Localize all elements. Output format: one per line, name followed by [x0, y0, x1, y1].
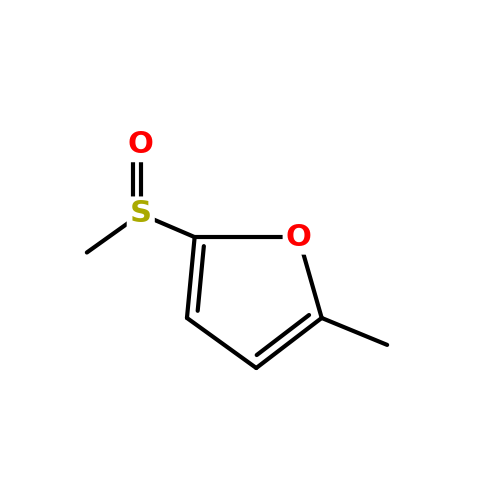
- Text: S: S: [130, 200, 152, 228]
- Text: O: O: [286, 222, 312, 252]
- Text: O: O: [128, 130, 154, 159]
